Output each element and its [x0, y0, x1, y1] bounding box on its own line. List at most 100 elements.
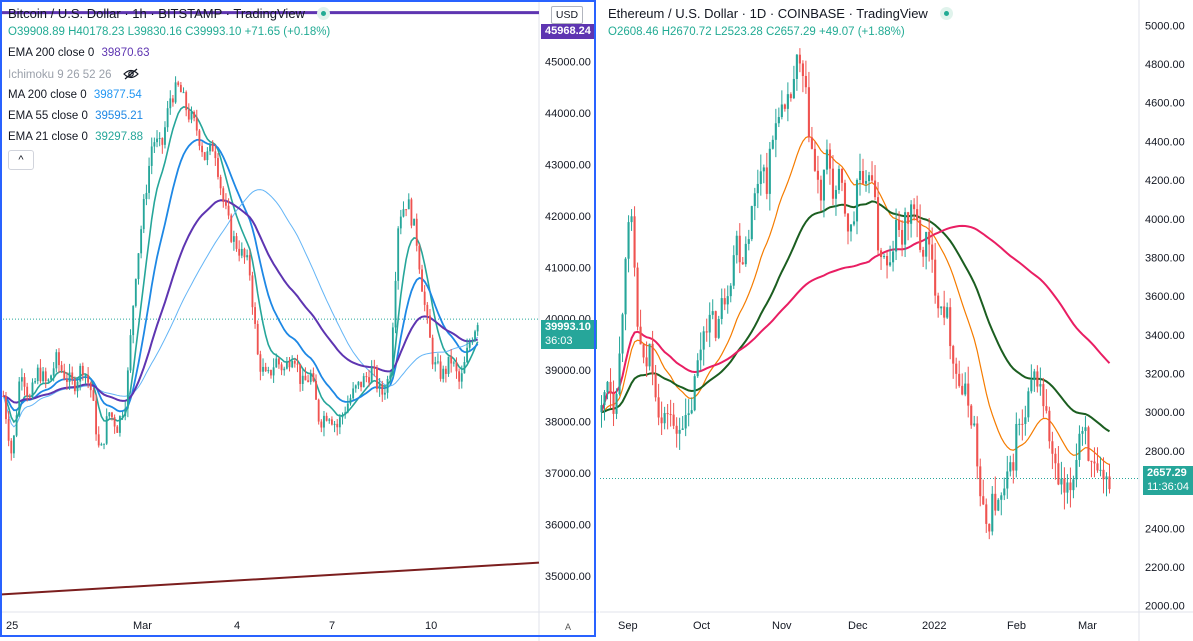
candle-body	[227, 205, 230, 216]
candle-body	[7, 419, 10, 441]
candle-body	[675, 425, 678, 434]
candle-body	[368, 377, 370, 383]
candle-body	[466, 347, 469, 363]
candle-body	[756, 183, 759, 194]
candle-body	[224, 201, 227, 206]
indicator-name: EMA 55 close 0	[8, 110, 88, 122]
price-tick-label: 4200.00	[1145, 175, 1185, 187]
price-tick-label: 3600.00	[1145, 291, 1185, 303]
candle-body	[1060, 478, 1063, 485]
candle-body	[455, 362, 458, 372]
btc-ohlc-readout: O39908.89 H40178.23 L39830.16 C39993.10 …	[8, 26, 331, 38]
candle-body	[243, 248, 246, 258]
indicator-ema55[interactable]: EMA 55 close 0 39595.21	[8, 110, 143, 122]
candle-body	[798, 54, 801, 64]
eth-chart-pane[interactable]: 5000.00 4800.00 4600.00 4400.00 4200.00 4000.…	[600, 0, 1193, 641]
eth-ma-orange-line	[601, 135, 1110, 466]
indicator-ma200[interactable]: MA 200 close 0 39877.54	[8, 89, 142, 101]
candle-body	[458, 371, 461, 382]
candle-body	[373, 367, 376, 369]
candle-body	[118, 416, 121, 433]
candle-body	[789, 94, 792, 99]
candle-body	[187, 110, 190, 120]
hidden-eye-icon[interactable]	[122, 68, 139, 81]
candle-body	[852, 221, 856, 225]
candle-body	[1009, 462, 1012, 472]
candle-body	[429, 315, 431, 338]
eth-ohlc-readout: O2608.46 H2670.72 L2523.28 C2657.29 +49.…	[608, 26, 905, 38]
candle-body	[946, 307, 949, 318]
candle-body	[678, 429, 681, 434]
candle-body	[182, 92, 185, 94]
indicator-ema200[interactable]: EMA 200 close 0 39870.63	[8, 47, 149, 59]
candle-body	[360, 381, 363, 388]
candle-body	[738, 235, 741, 263]
currency-selector[interactable]: USD	[551, 6, 583, 24]
candle-body	[211, 143, 214, 152]
candle-body	[452, 362, 455, 364]
time-tick-label: Feb	[1007, 620, 1026, 632]
candle-body	[195, 118, 198, 131]
candle-body	[1066, 482, 1069, 493]
candle-body	[1054, 453, 1057, 464]
candle-body	[1087, 427, 1090, 461]
candle-body	[330, 419, 333, 425]
candle-body	[864, 181, 868, 184]
candle-body	[193, 112, 196, 119]
candle-body	[630, 216, 633, 223]
candle-body	[129, 335, 132, 371]
candle-body	[140, 229, 143, 254]
candle-body	[1105, 476, 1108, 480]
btc-chart-title-row: Bitcoin / U.S. Dollar · 1h · BITSTAMP · …	[8, 6, 330, 21]
candle-body	[889, 262, 892, 266]
candle-body	[415, 218, 418, 246]
candle-body	[254, 307, 257, 324]
btc-chart-pane[interactable]: 45000.00 44000.00 43000.00 42000.00 41000.00…	[0, 0, 599, 641]
candle-body	[58, 352, 60, 366]
price-tick-label: 43000.00	[545, 159, 591, 171]
candle-body	[609, 381, 612, 394]
time-tick-label: 25	[6, 620, 18, 632]
auto-scale-button[interactable]: A	[564, 622, 571, 632]
indicator-ichimoku[interactable]: Ichimoku 9 26 52 26	[8, 68, 139, 81]
candle-body	[103, 443, 105, 445]
price-tick-label: 42000.00	[545, 211, 591, 223]
candle-body	[684, 414, 687, 429]
eth-chart-canvas[interactable]: 5000.00 4800.00 4600.00 4400.00 4200.00 4000.…	[600, 0, 1193, 641]
collapse-legend-button[interactable]: ^	[8, 150, 34, 170]
candle-body	[997, 499, 1000, 511]
candle-body	[203, 152, 206, 161]
candle-body	[283, 368, 286, 371]
candle-body	[913, 204, 916, 210]
candle-body	[251, 275, 254, 308]
candle-body	[26, 386, 29, 397]
indicator-ema21[interactable]: EMA 21 close 0 39297.88	[8, 131, 143, 143]
price-tick-label: 44000.00	[545, 108, 591, 120]
trend-line	[0, 561, 540, 596]
candle-body	[994, 493, 997, 511]
candle-body	[378, 384, 381, 389]
candle-body	[235, 236, 238, 249]
candle-body	[949, 307, 952, 347]
time-tick-label: Sep	[618, 620, 638, 632]
candle-body	[750, 206, 753, 240]
candle-body	[166, 108, 169, 128]
candle-body	[636, 267, 639, 327]
price-tick-label: 36000.00	[545, 520, 591, 532]
candle-body	[810, 137, 813, 149]
price-tick-label: 5000.00	[1145, 20, 1185, 32]
candle-body	[148, 165, 151, 193]
candle-body	[65, 379, 68, 382]
candle-body	[301, 375, 304, 384]
market-open-icon	[939, 7, 953, 20]
candle-body	[627, 222, 630, 259]
candle-body	[436, 361, 439, 363]
ema55-line	[2, 138, 479, 413]
candle-body	[621, 314, 624, 354]
candle-body	[861, 171, 865, 184]
candle-body	[309, 373, 312, 382]
btc-chart-canvas[interactable]: 45000.00 44000.00 43000.00 42000.00 41000.00…	[0, 0, 599, 641]
candle-body	[291, 360, 294, 368]
candle-body	[804, 76, 807, 88]
candle-body	[955, 363, 958, 374]
